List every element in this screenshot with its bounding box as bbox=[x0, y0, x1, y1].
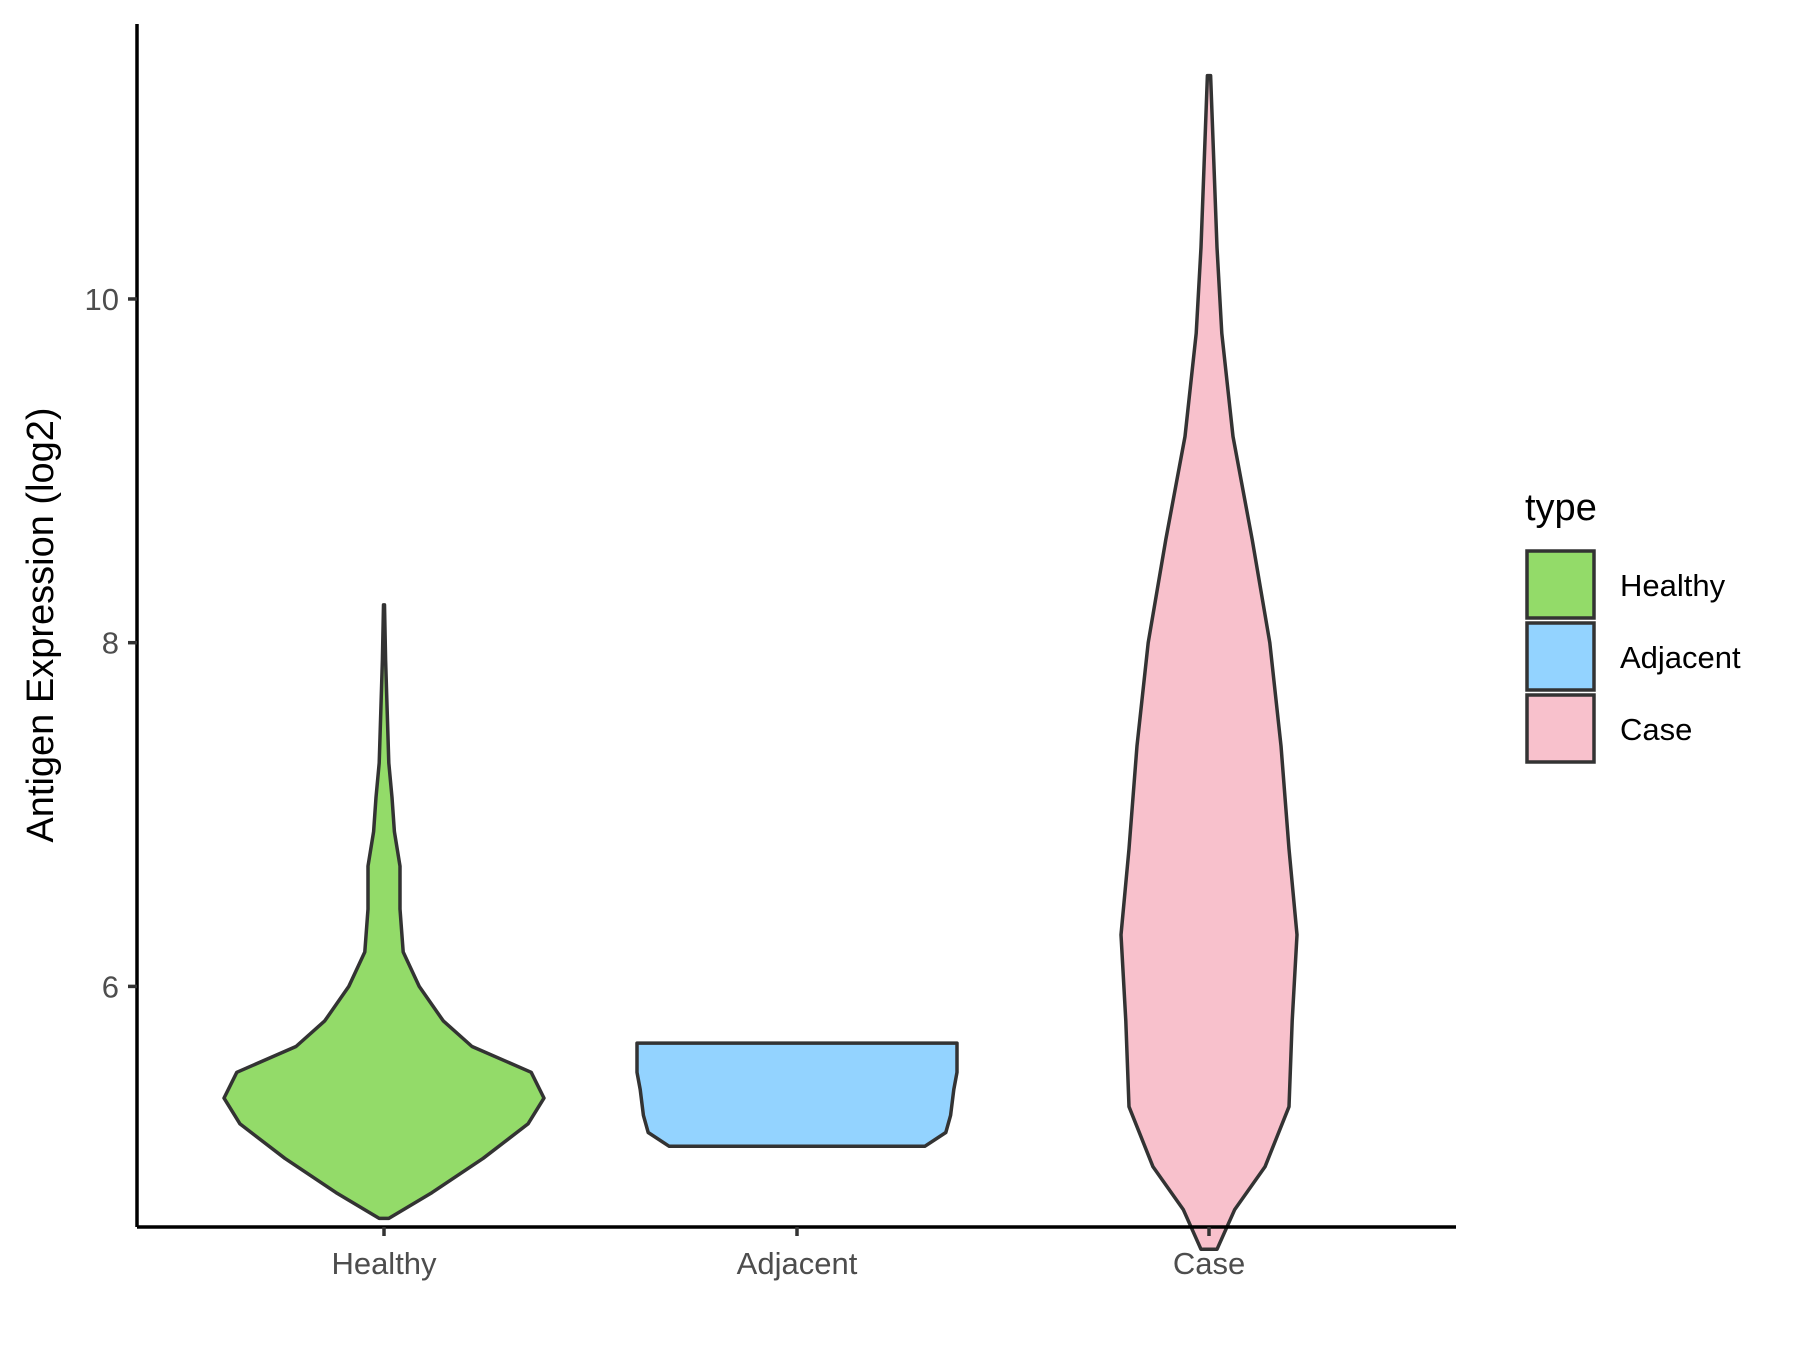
violin-healthy bbox=[222, 603, 546, 1221]
y-tick-label: 6 bbox=[102, 969, 119, 1004]
legend-label-case: Case bbox=[1620, 712, 1692, 747]
y-axis-title: Antigen Expression (log2) bbox=[20, 407, 62, 842]
violin-case bbox=[1119, 73, 1299, 1252]
legend-entries: Healthy Adjacent Case bbox=[1525, 549, 1741, 764]
legend: type Healthy Adjacent Case bbox=[1525, 487, 1741, 764]
legend-title: type bbox=[1525, 487, 1597, 529]
legend-swatch-healthy bbox=[1525, 549, 1596, 620]
x-tick-label: Healthy bbox=[331, 1246, 437, 1281]
violin-adjacent bbox=[635, 1041, 959, 1148]
y-axis-ticks: 6 8 10 bbox=[85, 282, 137, 1004]
legend-swatch-adjacent bbox=[1525, 621, 1596, 692]
y-tick-label: 10 bbox=[85, 282, 119, 317]
violin-layer bbox=[222, 73, 1299, 1252]
legend-label-healthy: Healthy bbox=[1620, 568, 1726, 603]
x-axis-ticks: Healthy Adjacent Case bbox=[331, 1227, 1245, 1281]
x-tick-label: Adjacent bbox=[737, 1246, 858, 1281]
x-tick-label: Case bbox=[1173, 1246, 1245, 1281]
legend-label-adjacent: Adjacent bbox=[1620, 640, 1741, 675]
legend-swatch-case bbox=[1525, 693, 1596, 764]
y-tick-label: 8 bbox=[102, 626, 119, 661]
